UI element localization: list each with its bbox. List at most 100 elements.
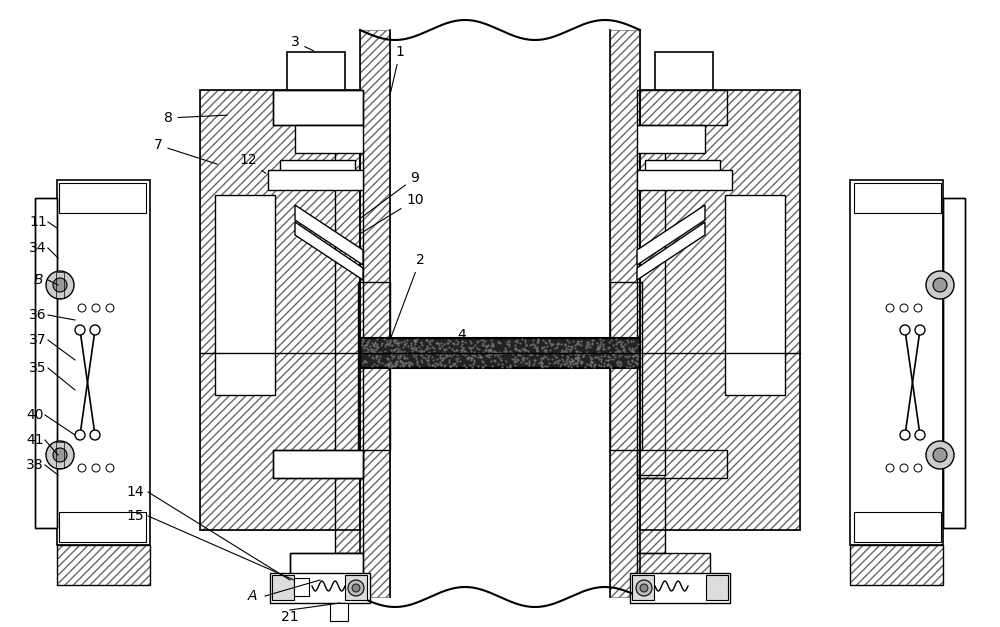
Text: 7: 7 [154, 138, 217, 164]
Bar [637, 478, 665, 553]
Bar [640, 90, 800, 530]
Bar [56, 442, 64, 468]
Bar [637, 125, 705, 153]
Circle shape [926, 441, 954, 469]
Bar [637, 150, 665, 475]
Bar [645, 160, 720, 188]
Circle shape [90, 325, 100, 335]
Bar [59, 512, 146, 542]
Bar [850, 545, 943, 585]
Circle shape [886, 464, 894, 472]
Circle shape [75, 325, 85, 335]
Polygon shape [637, 222, 705, 280]
Bar [273, 450, 363, 478]
Circle shape [914, 464, 922, 472]
Circle shape [78, 304, 86, 312]
Text: A: A [247, 589, 257, 603]
Circle shape [900, 430, 910, 440]
Bar [610, 282, 642, 450]
Bar [610, 30, 640, 597]
Circle shape [75, 430, 85, 440]
Bar [273, 90, 363, 125]
Bar [270, 573, 370, 603]
Bar [273, 90, 363, 125]
Circle shape [92, 304, 100, 312]
Circle shape [914, 304, 922, 312]
Text: 35: 35 [29, 361, 47, 375]
Text: 36: 36 [29, 308, 47, 322]
Circle shape [900, 304, 908, 312]
Bar [280, 160, 355, 188]
Circle shape [933, 278, 947, 292]
Text: 12: 12 [239, 153, 266, 173]
Bar [200, 90, 360, 530]
Bar [640, 90, 800, 530]
Bar [290, 553, 363, 575]
Text: 37: 37 [29, 333, 47, 347]
Circle shape [915, 430, 925, 440]
Text: 4: 4 [458, 328, 466, 342]
Circle shape [92, 464, 100, 472]
Polygon shape [295, 222, 363, 280]
Bar [655, 52, 713, 90]
Bar [56, 272, 64, 298]
Circle shape [46, 271, 74, 299]
Bar [335, 150, 363, 475]
Bar [215, 195, 275, 395]
Circle shape [352, 584, 360, 592]
Circle shape [886, 304, 894, 312]
Text: 41: 41 [26, 433, 44, 447]
Text: 10: 10 [360, 193, 424, 233]
Text: 9: 9 [360, 171, 419, 218]
Text: 38: 38 [26, 458, 44, 472]
Text: 11: 11 [29, 215, 47, 229]
Bar [945, 200, 963, 526]
Circle shape [46, 441, 74, 469]
Circle shape [915, 325, 925, 335]
Bar [637, 150, 665, 475]
Bar [943, 198, 965, 528]
Bar [630, 573, 730, 603]
Bar [632, 575, 654, 600]
Bar [360, 338, 640, 368]
Text: B: B [33, 273, 43, 287]
Bar [637, 553, 710, 575]
Bar [637, 90, 727, 125]
Text: 2: 2 [391, 253, 424, 337]
Bar [637, 450, 727, 478]
Bar [35, 198, 57, 528]
Circle shape [900, 325, 910, 335]
Bar [200, 90, 360, 530]
Bar [637, 170, 732, 190]
Bar [335, 478, 363, 553]
Bar [35, 198, 57, 528]
Bar [59, 183, 146, 213]
Bar [273, 90, 363, 125]
Text: 15: 15 [126, 509, 144, 523]
Text: 8: 8 [164, 111, 227, 125]
Circle shape [640, 584, 648, 592]
Bar [345, 575, 367, 600]
Bar [37, 200, 55, 526]
Bar [360, 30, 390, 597]
Polygon shape [637, 205, 705, 265]
Bar [268, 170, 363, 190]
Bar [637, 90, 727, 125]
Bar [637, 478, 665, 553]
Text: 34: 34 [29, 241, 47, 255]
Bar [610, 282, 642, 450]
Bar [391, 31, 609, 596]
Bar [637, 553, 710, 575]
Text: 14: 14 [126, 485, 144, 499]
Circle shape [78, 464, 86, 472]
Circle shape [933, 448, 947, 462]
Bar [850, 180, 943, 545]
Circle shape [348, 580, 364, 596]
Bar [637, 450, 727, 478]
Circle shape [53, 278, 67, 292]
Polygon shape [295, 205, 363, 265]
Bar [273, 450, 363, 478]
Bar [725, 195, 785, 395]
Text: 21: 21 [281, 610, 299, 624]
Bar [57, 180, 150, 545]
